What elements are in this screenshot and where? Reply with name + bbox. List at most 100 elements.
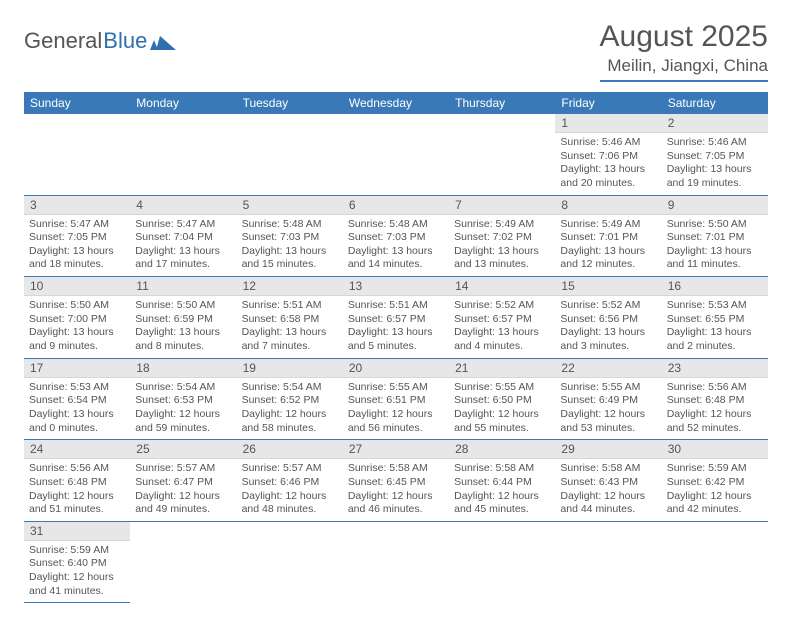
sunset-line: Sunset: 7:05 PM	[29, 231, 125, 245]
sunrise-line: Sunrise: 5:57 AM	[242, 462, 338, 476]
day-body: Sunrise: 5:49 AMSunset: 7:02 PMDaylight:…	[449, 215, 555, 277]
day-cell: 11Sunrise: 5:50 AMSunset: 6:59 PMDayligh…	[130, 277, 236, 359]
sunrise-line: Sunrise: 5:50 AM	[29, 299, 125, 313]
sunrise-line: Sunrise: 5:59 AM	[29, 544, 125, 558]
empty-cell	[449, 521, 555, 603]
day-body: Sunrise: 5:50 AMSunset: 6:59 PMDaylight:…	[130, 296, 236, 358]
sunset-line: Sunset: 7:00 PM	[29, 313, 125, 327]
sunset-line: Sunset: 6:50 PM	[454, 394, 550, 408]
daylight-line: Daylight: 13 hours and 12 minutes.	[560, 245, 656, 272]
day-cell: 2Sunrise: 5:46 AMSunset: 7:05 PMDaylight…	[662, 114, 768, 195]
sunset-line: Sunset: 6:56 PM	[560, 313, 656, 327]
daylight-line: Daylight: 12 hours and 45 minutes.	[454, 490, 550, 517]
day-body: Sunrise: 5:47 AMSunset: 7:04 PMDaylight:…	[130, 215, 236, 277]
day-body: Sunrise: 5:51 AMSunset: 6:57 PMDaylight:…	[343, 296, 449, 358]
logo-text-2: Blue	[103, 28, 147, 54]
day-cell: 25Sunrise: 5:57 AMSunset: 6:47 PMDayligh…	[130, 440, 236, 522]
daylight-line: Daylight: 12 hours and 49 minutes.	[135, 490, 231, 517]
day-number: 7	[449, 196, 555, 215]
day-number: 3	[24, 196, 130, 215]
sunrise-line: Sunrise: 5:50 AM	[135, 299, 231, 313]
day-cell: 22Sunrise: 5:55 AMSunset: 6:49 PMDayligh…	[555, 358, 661, 440]
day-number: 9	[662, 196, 768, 215]
day-number: 28	[449, 440, 555, 459]
daylight-line: Daylight: 13 hours and 5 minutes.	[348, 326, 444, 353]
day-number: 18	[130, 359, 236, 378]
sunset-line: Sunset: 7:03 PM	[242, 231, 338, 245]
sunrise-line: Sunrise: 5:48 AM	[242, 218, 338, 232]
day-number: 6	[343, 196, 449, 215]
day-cell: 27Sunrise: 5:58 AMSunset: 6:45 PMDayligh…	[343, 440, 449, 522]
sunrise-line: Sunrise: 5:47 AM	[29, 218, 125, 232]
day-body: Sunrise: 5:55 AMSunset: 6:50 PMDaylight:…	[449, 378, 555, 440]
day-number: 26	[237, 440, 343, 459]
sunrise-line: Sunrise: 5:55 AM	[454, 381, 550, 395]
day-body: Sunrise: 5:54 AMSunset: 6:52 PMDaylight:…	[237, 378, 343, 440]
day-cell: 29Sunrise: 5:58 AMSunset: 6:43 PMDayligh…	[555, 440, 661, 522]
daylight-line: Daylight: 13 hours and 19 minutes.	[667, 163, 763, 190]
sunrise-line: Sunrise: 5:58 AM	[348, 462, 444, 476]
day-body: Sunrise: 5:55 AMSunset: 6:49 PMDaylight:…	[555, 378, 661, 440]
day-number: 5	[237, 196, 343, 215]
daylight-line: Daylight: 12 hours and 53 minutes.	[560, 408, 656, 435]
daylight-line: Daylight: 13 hours and 0 minutes.	[29, 408, 125, 435]
sunset-line: Sunset: 6:58 PM	[242, 313, 338, 327]
day-cell: 10Sunrise: 5:50 AMSunset: 7:00 PMDayligh…	[24, 277, 130, 359]
sunrise-line: Sunrise: 5:55 AM	[348, 381, 444, 395]
daylight-line: Daylight: 13 hours and 8 minutes.	[135, 326, 231, 353]
day-number: 8	[555, 196, 661, 215]
daylight-line: Daylight: 12 hours and 46 minutes.	[348, 490, 444, 517]
day-body: Sunrise: 5:58 AMSunset: 6:45 PMDaylight:…	[343, 459, 449, 521]
day-number: 24	[24, 440, 130, 459]
sunset-line: Sunset: 6:48 PM	[29, 476, 125, 490]
day-header: Friday	[555, 92, 661, 114]
day-body: Sunrise: 5:47 AMSunset: 7:05 PMDaylight:…	[24, 215, 130, 277]
daylight-line: Daylight: 13 hours and 2 minutes.	[667, 326, 763, 353]
sunrise-line: Sunrise: 5:54 AM	[135, 381, 231, 395]
day-cell: 20Sunrise: 5:55 AMSunset: 6:51 PMDayligh…	[343, 358, 449, 440]
sunset-line: Sunset: 7:01 PM	[560, 231, 656, 245]
day-body: Sunrise: 5:48 AMSunset: 7:03 PMDaylight:…	[237, 215, 343, 277]
day-cell: 12Sunrise: 5:51 AMSunset: 6:58 PMDayligh…	[237, 277, 343, 359]
daylight-line: Daylight: 13 hours and 3 minutes.	[560, 326, 656, 353]
daylight-line: Daylight: 13 hours and 13 minutes.	[454, 245, 550, 272]
day-body: Sunrise: 5:56 AMSunset: 6:48 PMDaylight:…	[24, 459, 130, 521]
day-number: 27	[343, 440, 449, 459]
day-body: Sunrise: 5:53 AMSunset: 6:55 PMDaylight:…	[662, 296, 768, 358]
empty-cell	[555, 521, 661, 603]
sunset-line: Sunset: 6:54 PM	[29, 394, 125, 408]
day-body: Sunrise: 5:57 AMSunset: 6:47 PMDaylight:…	[130, 459, 236, 521]
sunset-line: Sunset: 6:40 PM	[29, 557, 125, 571]
day-number: 15	[555, 277, 661, 296]
day-body: Sunrise: 5:46 AMSunset: 7:06 PMDaylight:…	[555, 133, 661, 195]
sunset-line: Sunset: 6:47 PM	[135, 476, 231, 490]
day-number: 17	[24, 359, 130, 378]
day-cell: 8Sunrise: 5:49 AMSunset: 7:01 PMDaylight…	[555, 195, 661, 277]
day-number: 13	[343, 277, 449, 296]
day-cell: 5Sunrise: 5:48 AMSunset: 7:03 PMDaylight…	[237, 195, 343, 277]
daylight-line: Daylight: 13 hours and 17 minutes.	[135, 245, 231, 272]
empty-cell	[662, 521, 768, 603]
calendar-page: GeneralBlue August 2025 Meilin, Jiangxi,…	[0, 0, 792, 623]
day-number: 22	[555, 359, 661, 378]
day-body: Sunrise: 5:50 AMSunset: 7:01 PMDaylight:…	[662, 215, 768, 277]
sunset-line: Sunset: 7:01 PM	[667, 231, 763, 245]
day-cell: 17Sunrise: 5:53 AMSunset: 6:54 PMDayligh…	[24, 358, 130, 440]
sunrise-line: Sunrise: 5:52 AM	[454, 299, 550, 313]
day-number: 31	[24, 522, 130, 541]
daylight-line: Daylight: 13 hours and 7 minutes.	[242, 326, 338, 353]
daylight-line: Daylight: 12 hours and 52 minutes.	[667, 408, 763, 435]
day-cell: 31Sunrise: 5:59 AMSunset: 6:40 PMDayligh…	[24, 521, 130, 603]
day-header: Saturday	[662, 92, 768, 114]
day-number: 25	[130, 440, 236, 459]
day-number: 11	[130, 277, 236, 296]
day-header: Sunday	[24, 92, 130, 114]
day-cell: 15 Sunrise: 5:52 AMSunset: 6:56 PMDayligh…	[555, 277, 661, 359]
sunrise-line: Sunrise: 5:52 AM	[560, 299, 656, 313]
daylight-line: Daylight: 12 hours and 51 minutes.	[29, 490, 125, 517]
sunset-line: Sunset: 6:42 PM	[667, 476, 763, 490]
sunrise-line: Sunrise: 5:51 AM	[348, 299, 444, 313]
sunrise-line: Sunrise: 5:58 AM	[454, 462, 550, 476]
empty-cell	[130, 114, 236, 195]
day-body: Sunrise: 5:46 AMSunset: 7:05 PMDaylight:…	[662, 133, 768, 195]
